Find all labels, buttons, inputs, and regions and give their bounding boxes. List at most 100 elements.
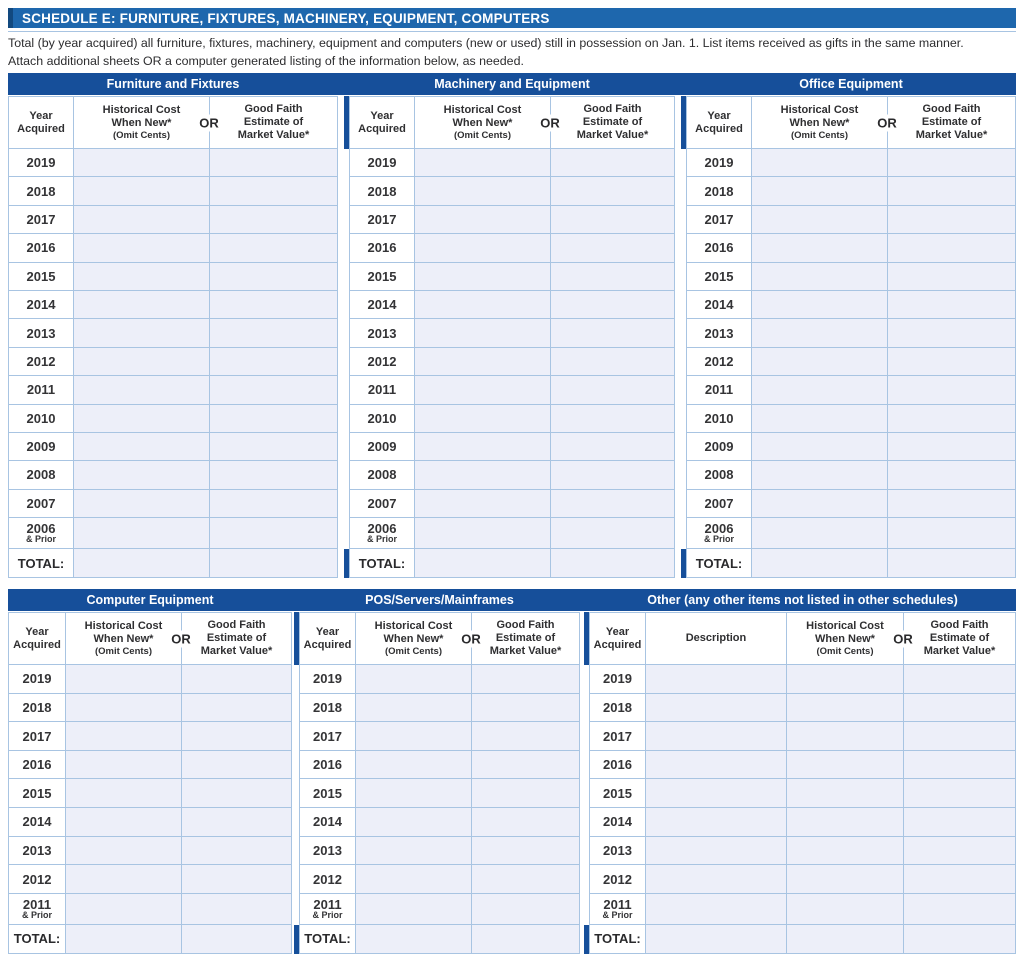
market-value-input-cell[interactable] xyxy=(209,376,337,404)
market-value-input-cell[interactable] xyxy=(550,262,674,290)
historical-cost-input-cell[interactable] xyxy=(73,319,209,347)
historical-cost-input-cell[interactable] xyxy=(73,489,209,518)
description-input-cell[interactable] xyxy=(645,808,786,836)
historical-cost-input-cell[interactable] xyxy=(751,149,887,177)
historical-cost-input-cell[interactable] xyxy=(414,461,550,489)
market-value-input-cell[interactable] xyxy=(471,693,579,722)
market-value-input-cell[interactable] xyxy=(550,149,674,177)
description-input-cell[interactable] xyxy=(645,836,786,865)
historical-cost-input-cell[interactable] xyxy=(414,347,550,376)
historical-cost-input-cell[interactable] xyxy=(355,893,471,924)
market-value-input-cell[interactable] xyxy=(887,347,1015,376)
historical-cost-input-cell[interactable] xyxy=(73,347,209,376)
historical-cost-total-cell[interactable] xyxy=(73,549,209,578)
market-value-input-cell[interactable] xyxy=(471,750,579,779)
market-value-input-cell[interactable] xyxy=(209,290,337,319)
market-value-input-cell[interactable] xyxy=(550,347,674,376)
historical-cost-input-cell[interactable] xyxy=(751,205,887,234)
historical-cost-total-cell[interactable] xyxy=(414,549,550,578)
description-input-cell[interactable] xyxy=(645,722,786,750)
market-value-input-cell[interactable] xyxy=(887,376,1015,404)
market-value-total-cell[interactable] xyxy=(550,549,674,578)
market-value-input-cell[interactable] xyxy=(209,262,337,290)
market-value-input-cell[interactable] xyxy=(181,722,291,750)
historical-cost-input-cell[interactable] xyxy=(65,865,181,893)
market-value-input-cell[interactable] xyxy=(903,722,1015,750)
market-value-input-cell[interactable] xyxy=(887,177,1015,205)
historical-cost-input-cell[interactable] xyxy=(355,865,471,893)
historical-cost-input-cell[interactable] xyxy=(73,234,209,262)
historical-cost-input-cell[interactable] xyxy=(355,750,471,779)
description-input-cell[interactable] xyxy=(645,865,786,893)
historical-cost-input-cell[interactable] xyxy=(751,177,887,205)
historical-cost-input-cell[interactable] xyxy=(414,518,550,549)
market-value-total-cell[interactable] xyxy=(471,924,579,953)
market-value-input-cell[interactable] xyxy=(550,376,674,404)
historical-cost-input-cell[interactable] xyxy=(414,376,550,404)
description-total-cell[interactable] xyxy=(645,924,786,953)
market-value-input-cell[interactable] xyxy=(209,518,337,549)
historical-cost-input-cell[interactable] xyxy=(751,432,887,461)
description-input-cell[interactable] xyxy=(645,750,786,779)
historical-cost-input-cell[interactable] xyxy=(751,319,887,347)
historical-cost-input-cell[interactable] xyxy=(786,779,903,808)
historical-cost-input-cell[interactable] xyxy=(414,290,550,319)
historical-cost-input-cell[interactable] xyxy=(65,808,181,836)
market-value-input-cell[interactable] xyxy=(903,836,1015,865)
historical-cost-input-cell[interactable] xyxy=(414,319,550,347)
historical-cost-input-cell[interactable] xyxy=(355,836,471,865)
historical-cost-input-cell[interactable] xyxy=(751,290,887,319)
market-value-input-cell[interactable] xyxy=(181,693,291,722)
historical-cost-input-cell[interactable] xyxy=(414,432,550,461)
market-value-input-cell[interactable] xyxy=(887,518,1015,549)
historical-cost-input-cell[interactable] xyxy=(751,262,887,290)
historical-cost-input-cell[interactable] xyxy=(65,779,181,808)
market-value-total-cell[interactable] xyxy=(209,549,337,578)
market-value-total-cell[interactable] xyxy=(903,924,1015,953)
historical-cost-input-cell[interactable] xyxy=(751,489,887,518)
market-value-input-cell[interactable] xyxy=(550,518,674,549)
market-value-input-cell[interactable] xyxy=(471,779,579,808)
historical-cost-input-cell[interactable] xyxy=(355,779,471,808)
historical-cost-input-cell[interactable] xyxy=(355,665,471,693)
historical-cost-input-cell[interactable] xyxy=(786,836,903,865)
historical-cost-input-cell[interactable] xyxy=(786,893,903,924)
historical-cost-input-cell[interactable] xyxy=(786,808,903,836)
market-value-input-cell[interactable] xyxy=(887,319,1015,347)
historical-cost-input-cell[interactable] xyxy=(73,461,209,489)
market-value-input-cell[interactable] xyxy=(181,836,291,865)
market-value-input-cell[interactable] xyxy=(550,205,674,234)
market-value-input-cell[interactable] xyxy=(209,347,337,376)
historical-cost-input-cell[interactable] xyxy=(355,808,471,836)
market-value-input-cell[interactable] xyxy=(550,319,674,347)
historical-cost-input-cell[interactable] xyxy=(65,750,181,779)
market-value-input-cell[interactable] xyxy=(887,205,1015,234)
market-value-input-cell[interactable] xyxy=(903,893,1015,924)
historical-cost-input-cell[interactable] xyxy=(414,149,550,177)
historical-cost-input-cell[interactable] xyxy=(751,347,887,376)
market-value-input-cell[interactable] xyxy=(181,808,291,836)
historical-cost-total-cell[interactable] xyxy=(751,549,887,578)
market-value-input-cell[interactable] xyxy=(550,290,674,319)
historical-cost-input-cell[interactable] xyxy=(355,693,471,722)
market-value-input-cell[interactable] xyxy=(471,808,579,836)
market-value-input-cell[interactable] xyxy=(550,177,674,205)
historical-cost-input-cell[interactable] xyxy=(414,489,550,518)
historical-cost-input-cell[interactable] xyxy=(414,177,550,205)
market-value-input-cell[interactable] xyxy=(903,808,1015,836)
historical-cost-input-cell[interactable] xyxy=(65,893,181,924)
description-input-cell[interactable] xyxy=(645,779,786,808)
historical-cost-input-cell[interactable] xyxy=(751,404,887,432)
historical-cost-input-cell[interactable] xyxy=(73,262,209,290)
historical-cost-input-cell[interactable] xyxy=(414,205,550,234)
market-value-input-cell[interactable] xyxy=(887,489,1015,518)
market-value-input-cell[interactable] xyxy=(550,234,674,262)
market-value-input-cell[interactable] xyxy=(887,461,1015,489)
historical-cost-input-cell[interactable] xyxy=(73,177,209,205)
market-value-input-cell[interactable] xyxy=(903,750,1015,779)
historical-cost-input-cell[interactable] xyxy=(73,149,209,177)
market-value-input-cell[interactable] xyxy=(471,665,579,693)
historical-cost-total-cell[interactable] xyxy=(65,924,181,953)
historical-cost-total-cell[interactable] xyxy=(355,924,471,953)
market-value-input-cell[interactable] xyxy=(903,693,1015,722)
